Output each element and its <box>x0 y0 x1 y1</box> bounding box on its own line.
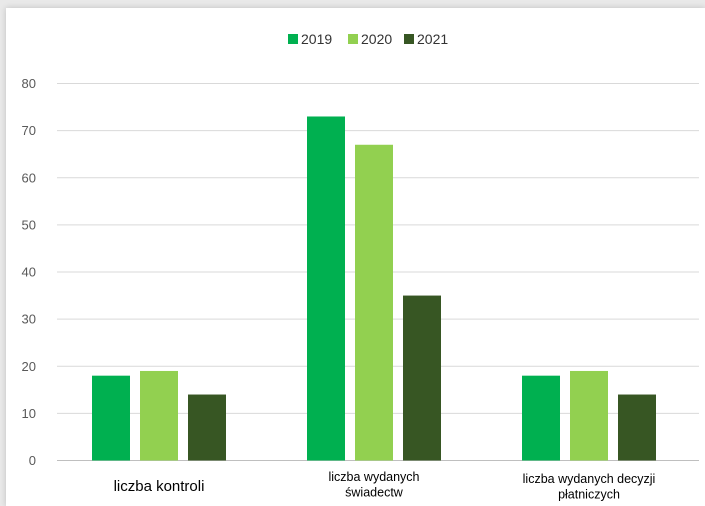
y-tick-label: 10 <box>22 406 36 421</box>
y-tick-label: 70 <box>22 123 36 138</box>
category-label: liczba wydanych decyzji płatniczych <box>523 472 656 502</box>
category-label: liczba wydanych świadectw <box>328 470 419 500</box>
legend-label-2019: 2019 <box>301 31 332 47</box>
legend-swatch-2021 <box>404 34 414 44</box>
category-label-line: liczba wydanych decyzji <box>523 472 656 486</box>
y-tick-label: 50 <box>22 217 36 232</box>
bar-chart: 0 10 20 30 40 50 60 70 80 liczba kontroli liczba … <box>22 31 699 502</box>
y-tick-label: 60 <box>22 170 36 185</box>
y-tick-label: 40 <box>22 265 36 280</box>
category-label-line: świadectw <box>345 486 404 500</box>
category-label-line: liczba wydanych <box>328 470 419 484</box>
legend-swatch-2020 <box>348 34 358 44</box>
bar-2020-cat1 <box>140 370 178 461</box>
bars <box>92 116 656 461</box>
legend-label-2020: 2020 <box>361 31 392 47</box>
y-tick-label: 80 <box>22 76 36 91</box>
bar-2021-cat3 <box>618 394 656 461</box>
bar-2019-cat2 <box>307 116 345 461</box>
legend: 2019 2020 2021 <box>288 31 448 47</box>
category-label-line: liczba kontroli <box>114 478 205 495</box>
legend-label-2021: 2021 <box>417 31 448 47</box>
y-tick-label: 0 <box>29 453 36 468</box>
bar-2021-cat2 <box>403 295 441 461</box>
y-axis-ticks: 0 10 20 30 40 50 60 70 80 <box>22 76 36 468</box>
bar-2019-cat3 <box>522 375 560 461</box>
category-label: liczba kontroli <box>114 478 205 495</box>
category-label-line: płatniczych <box>558 488 620 502</box>
y-tick-label: 20 <box>22 359 36 374</box>
chart-frame: 0 10 20 30 40 50 60 70 80 liczba kontroli liczba … <box>6 8 705 506</box>
bar-2019-cat1 <box>92 375 130 461</box>
y-tick-label: 30 <box>22 312 36 327</box>
bar-2020-cat3 <box>570 370 608 461</box>
bar-2021-cat1 <box>188 394 226 461</box>
legend-swatch-2019 <box>288 34 298 44</box>
bar-2020-cat2 <box>355 144 393 461</box>
